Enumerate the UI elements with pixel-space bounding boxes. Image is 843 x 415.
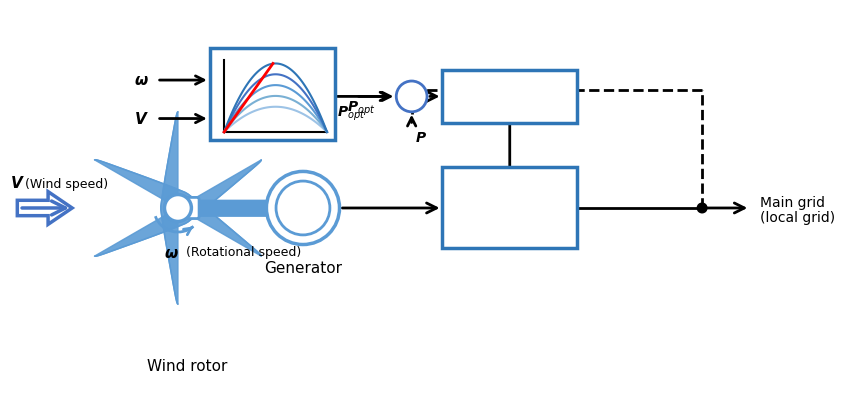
Text: (Wind speed): (Wind speed) — [25, 178, 108, 190]
Text: $\boldsymbol{\omega}$: $\boldsymbol{\omega}$ — [134, 73, 149, 88]
Polygon shape — [94, 160, 261, 256]
Text: (local grid): (local grid) — [760, 210, 835, 225]
Text: $\boldsymbol{V}$: $\boldsymbol{V}$ — [134, 110, 149, 127]
Text: $\boldsymbol{\omega}$: $\boldsymbol{\omega}$ — [164, 247, 180, 261]
Text: Convertor: Convertor — [459, 210, 561, 228]
Text: Main grid: Main grid — [760, 196, 824, 210]
Text: $\boldsymbol{P}_{opt}$: $\boldsymbol{P}_{opt}$ — [346, 100, 375, 118]
Text: Controller: Controller — [459, 88, 561, 106]
Polygon shape — [94, 160, 261, 256]
Text: $\boldsymbol{V}$: $\boldsymbol{V}$ — [9, 175, 24, 190]
Circle shape — [276, 181, 330, 235]
FancyBboxPatch shape — [443, 71, 577, 123]
Text: +: + — [400, 85, 411, 100]
Text: Wind rotor: Wind rotor — [148, 359, 228, 374]
Text: Generator: Generator — [264, 261, 342, 276]
FancyBboxPatch shape — [169, 198, 199, 219]
Text: Power: Power — [478, 191, 541, 209]
Circle shape — [697, 203, 707, 213]
Circle shape — [164, 195, 191, 222]
Circle shape — [396, 81, 427, 112]
Polygon shape — [161, 112, 178, 304]
FancyBboxPatch shape — [210, 48, 335, 140]
Text: (Rotational speed): (Rotational speed) — [185, 247, 301, 259]
Text: $\boldsymbol{P}$: $\boldsymbol{P}$ — [415, 131, 427, 145]
Text: $\boldsymbol{P}_{opt}$: $\boldsymbol{P}_{opt}$ — [336, 105, 365, 123]
FancyBboxPatch shape — [443, 167, 577, 248]
Circle shape — [266, 171, 340, 244]
Text: −: − — [400, 95, 411, 109]
Polygon shape — [18, 192, 72, 225]
